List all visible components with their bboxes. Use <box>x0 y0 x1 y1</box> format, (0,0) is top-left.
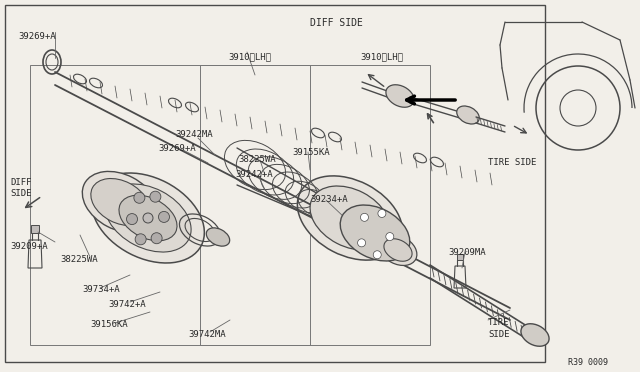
Text: 39242MA: 39242MA <box>175 130 212 139</box>
Text: 38225WA: 38225WA <box>60 255 98 264</box>
Text: 39156KA: 39156KA <box>90 320 127 329</box>
Text: TIRE SIDE: TIRE SIDE <box>488 158 536 167</box>
Ellipse shape <box>298 176 403 260</box>
Circle shape <box>373 251 381 259</box>
Ellipse shape <box>384 239 412 261</box>
Text: 39269+A: 39269+A <box>18 32 56 41</box>
Circle shape <box>134 192 145 203</box>
Ellipse shape <box>310 186 390 250</box>
Text: SIDE: SIDE <box>488 330 509 339</box>
Ellipse shape <box>457 106 479 124</box>
Text: DIFF: DIFF <box>10 178 31 187</box>
Ellipse shape <box>521 324 549 346</box>
Text: SIDE: SIDE <box>10 189 31 198</box>
Text: 39269+A: 39269+A <box>158 144 196 153</box>
Circle shape <box>386 232 394 241</box>
Text: DIFF SIDE: DIFF SIDE <box>310 18 363 28</box>
Text: 39155KA: 39155KA <box>292 148 330 157</box>
Text: TIRE: TIRE <box>488 318 509 327</box>
Circle shape <box>151 233 162 244</box>
Text: 39242+A: 39242+A <box>235 170 273 179</box>
Circle shape <box>150 191 161 202</box>
Text: 39742+A: 39742+A <box>108 300 146 309</box>
Ellipse shape <box>379 234 417 266</box>
Ellipse shape <box>92 173 204 263</box>
Ellipse shape <box>91 179 149 225</box>
Ellipse shape <box>206 228 230 246</box>
Circle shape <box>358 239 365 247</box>
Text: 39209MA: 39209MA <box>448 248 486 257</box>
Ellipse shape <box>119 195 177 241</box>
Ellipse shape <box>105 184 191 252</box>
Circle shape <box>143 213 153 223</box>
Circle shape <box>360 213 369 221</box>
Circle shape <box>127 214 138 225</box>
Circle shape <box>378 209 386 218</box>
Text: 3910〈LH〉: 3910〈LH〉 <box>360 52 403 61</box>
Ellipse shape <box>83 171 157 232</box>
Polygon shape <box>457 254 463 260</box>
Ellipse shape <box>340 205 410 261</box>
Circle shape <box>135 234 146 245</box>
Text: R39 0009: R39 0009 <box>568 358 608 367</box>
Text: 38225WA: 38225WA <box>238 155 276 164</box>
Text: 39234+A: 39234+A <box>310 195 348 204</box>
Text: 39742MA: 39742MA <box>188 330 226 339</box>
Text: 39734+A: 39734+A <box>82 285 120 294</box>
Polygon shape <box>31 225 39 233</box>
Text: 3910〈LH〉: 3910〈LH〉 <box>228 52 271 61</box>
Circle shape <box>159 211 170 222</box>
Ellipse shape <box>386 85 414 107</box>
Text: 39209+A: 39209+A <box>10 242 47 251</box>
